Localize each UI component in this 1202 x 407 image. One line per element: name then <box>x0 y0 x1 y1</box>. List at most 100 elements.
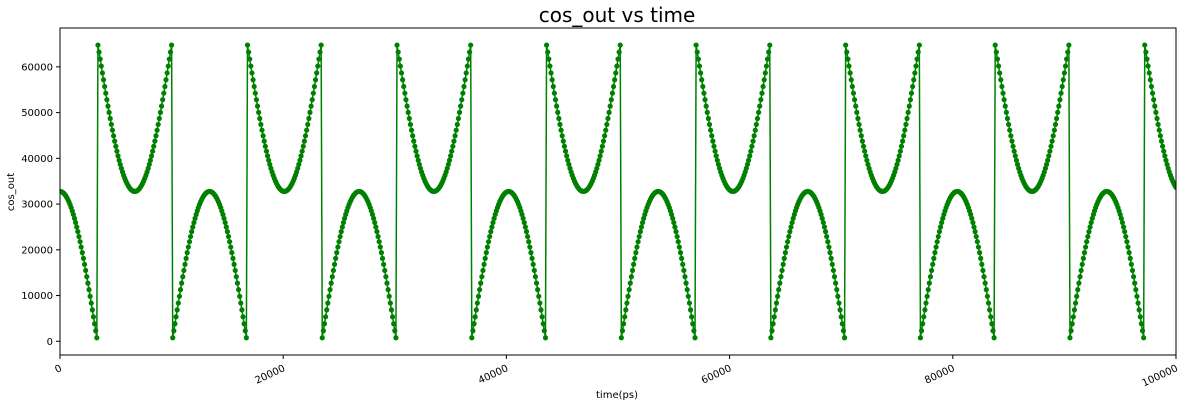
data-point <box>461 83 467 90</box>
data-point <box>987 307 993 313</box>
data-point <box>690 321 696 327</box>
data-point <box>150 148 156 154</box>
data-point <box>1059 83 1065 90</box>
data-point <box>1138 321 1144 327</box>
data-point <box>222 219 228 226</box>
data-point <box>105 103 111 109</box>
data-point <box>299 148 305 154</box>
data-point <box>618 335 624 341</box>
data-point <box>329 274 335 280</box>
data-point <box>864 157 870 163</box>
data-point <box>1057 97 1063 103</box>
data-point <box>411 138 417 144</box>
data-point <box>635 239 641 245</box>
data-point <box>1119 219 1126 226</box>
data-point <box>254 103 261 109</box>
data-point <box>555 109 561 115</box>
data-point <box>1120 224 1127 230</box>
data-point <box>464 63 470 69</box>
data-point <box>317 49 323 55</box>
data-point <box>1045 157 1051 163</box>
data-point <box>785 239 791 245</box>
data-point <box>1083 244 1089 250</box>
data-point <box>631 261 637 267</box>
data-point <box>995 63 1002 69</box>
data-point <box>910 83 916 90</box>
data-point <box>1148 83 1155 90</box>
data-point <box>541 328 547 334</box>
data-point <box>333 255 339 261</box>
data-point <box>1160 143 1166 149</box>
data-point <box>477 287 483 293</box>
data-point <box>1154 115 1160 122</box>
data-point <box>179 280 185 286</box>
data-point <box>699 77 705 83</box>
data-point <box>1076 280 1082 286</box>
data-point <box>387 300 393 306</box>
data-point <box>479 274 485 280</box>
data-point <box>1068 328 1074 334</box>
data-point <box>924 293 930 299</box>
data-point <box>632 255 638 261</box>
data-point <box>104 97 110 103</box>
data-point <box>982 280 988 286</box>
data-point <box>829 261 835 267</box>
data-point <box>616 49 622 55</box>
data-point <box>1129 267 1136 274</box>
data-point <box>747 153 753 159</box>
data-point <box>824 233 830 240</box>
data-point <box>672 224 678 230</box>
data-point <box>606 109 612 115</box>
data-point <box>95 42 101 48</box>
data-point <box>745 157 752 163</box>
data-point <box>1074 293 1080 299</box>
data-point <box>155 121 161 128</box>
data-point <box>744 161 751 168</box>
data-point <box>565 157 571 163</box>
data-point <box>771 314 777 320</box>
data-point <box>859 138 866 144</box>
data-point <box>778 274 784 280</box>
data-point <box>449 148 455 154</box>
data-point <box>470 328 476 334</box>
data-point <box>247 56 253 62</box>
data-point <box>530 261 536 267</box>
data-point <box>1000 90 1006 96</box>
data-point <box>934 239 940 245</box>
data-point <box>452 133 458 139</box>
data-point <box>1062 63 1069 69</box>
data-point <box>696 63 703 69</box>
data-point <box>836 300 842 306</box>
y-tick-label: 60000 <box>21 62 53 73</box>
data-point <box>451 138 457 144</box>
data-point <box>634 244 640 250</box>
data-point <box>1158 138 1165 144</box>
data-point <box>675 239 681 245</box>
data-point <box>1060 77 1066 83</box>
data-point <box>394 42 400 48</box>
data-point <box>114 148 120 154</box>
data-point <box>788 224 794 230</box>
data-point <box>603 127 609 133</box>
data-point <box>487 233 493 240</box>
data-point <box>710 138 716 144</box>
data-point <box>622 314 628 320</box>
data-point <box>1069 321 1075 327</box>
x-axis-label: time(ps) <box>596 390 638 401</box>
data-point <box>460 90 466 96</box>
data-point <box>597 153 603 159</box>
data-point <box>1161 148 1167 154</box>
data-point <box>991 335 997 341</box>
data-point <box>1066 42 1072 48</box>
data-point <box>819 215 825 222</box>
data-point <box>551 90 557 96</box>
data-point <box>482 255 488 261</box>
data-point <box>769 328 775 334</box>
data-point <box>1122 229 1128 235</box>
data-point <box>327 287 333 293</box>
data-point <box>241 321 247 327</box>
data-point <box>937 224 944 230</box>
data-point <box>757 103 763 109</box>
data-point <box>763 63 770 69</box>
